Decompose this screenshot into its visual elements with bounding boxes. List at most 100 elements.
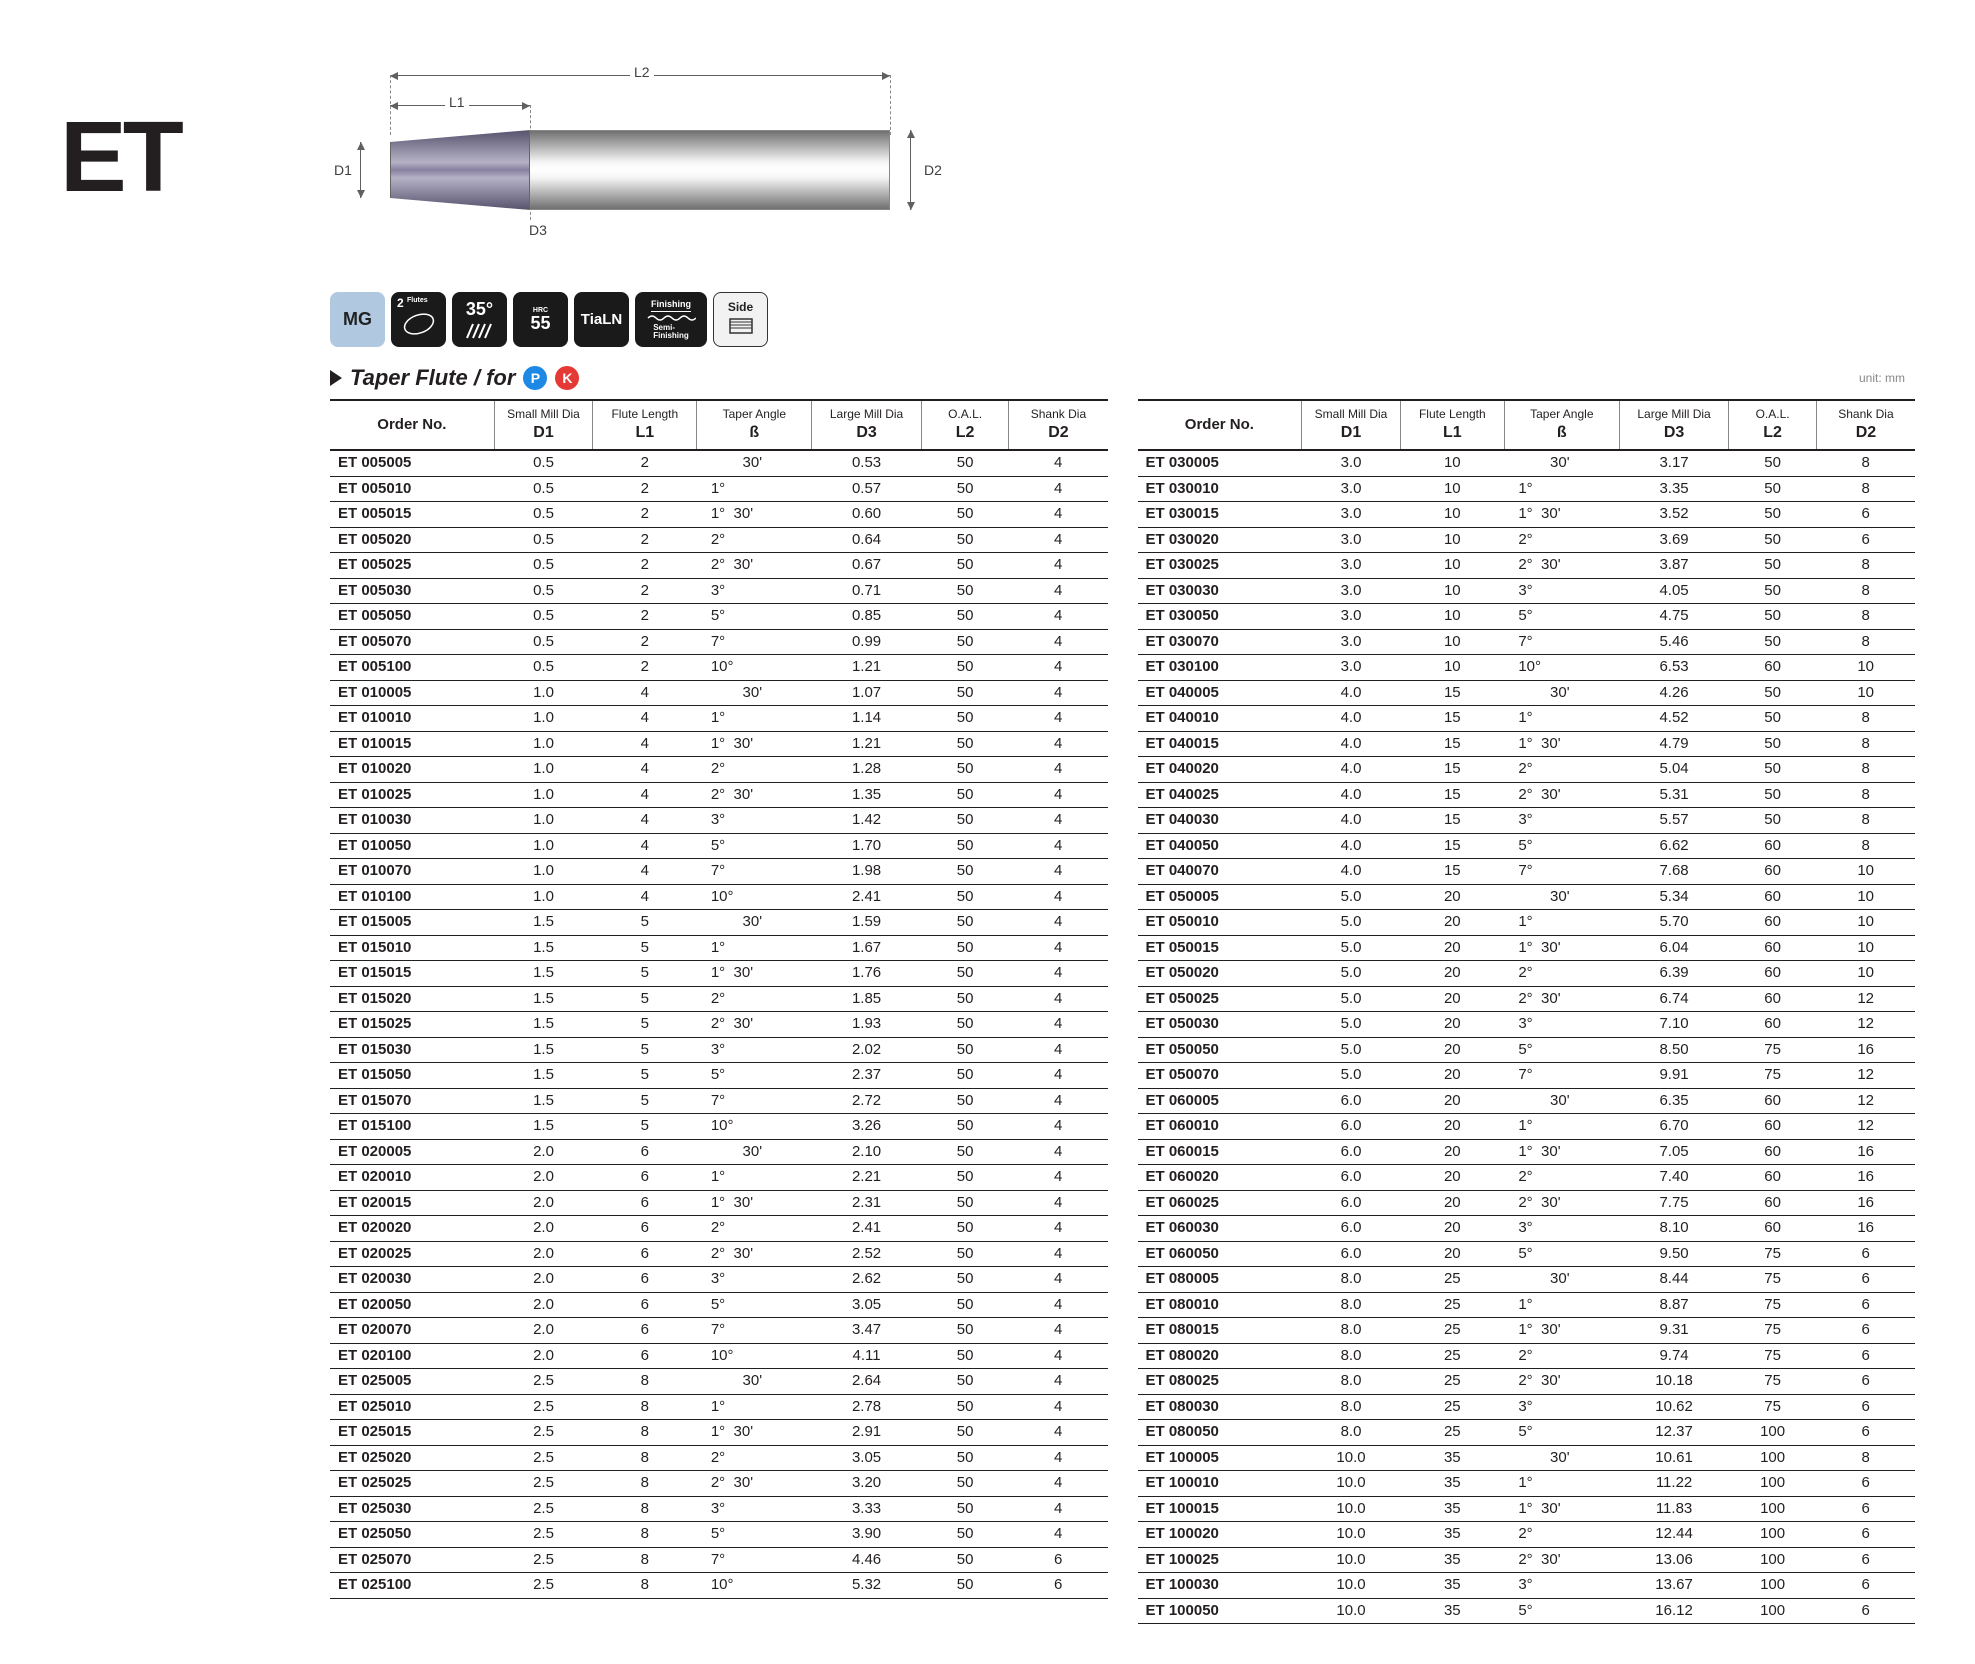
- cell-angle: 1°: [697, 706, 812, 732]
- cell-d2: 6: [1009, 1573, 1108, 1599]
- cell-l2: 50: [921, 1114, 1009, 1140]
- col-order: Order No.: [330, 400, 494, 450]
- cell-angle: 7°: [697, 1088, 812, 1114]
- cell-l1: 10: [1400, 604, 1504, 630]
- cell-d3: 3.47: [812, 1318, 922, 1344]
- cell-d2: 4: [1009, 782, 1108, 808]
- table-row: ET 010010 1.0 4 1° 1.14 50 4: [330, 706, 1108, 732]
- cell-d2: 6: [1816, 1573, 1915, 1599]
- table-row: ET 010050 1.0 4 5° 1.70 50 4: [330, 833, 1108, 859]
- spec-badges: MG 2 Flutes 35° HRC 55 TiaLN Finishing S…: [330, 292, 1915, 347]
- cell-d1: 2.5: [494, 1496, 593, 1522]
- cell-angle: 10°: [697, 1343, 812, 1369]
- cell-d3: 12.37: [1619, 1420, 1729, 1446]
- cell-order: ET 025020: [330, 1445, 494, 1471]
- cell-d3: 0.64: [812, 527, 922, 553]
- cell-order: ET 015010: [330, 935, 494, 961]
- cell-d2: 6: [1816, 1496, 1915, 1522]
- cell-l2: 50: [921, 961, 1009, 987]
- table-header: Order No. Small Mill DiaD1 Flute LengthL…: [330, 400, 1108, 450]
- cell-d3: 8.87: [1619, 1292, 1729, 1318]
- table-row: ET 040020 4.0 15 2° 5.04 50 8: [1138, 757, 1916, 783]
- cell-l1: 15: [1400, 782, 1504, 808]
- cell-l2: 100: [1729, 1496, 1817, 1522]
- cell-order: ET 020015: [330, 1190, 494, 1216]
- cell-d3: 5.57: [1619, 808, 1729, 834]
- cell-order: ET 020030: [330, 1267, 494, 1293]
- cell-d3: 3.90: [812, 1522, 922, 1548]
- cell-angle: 1°: [697, 1394, 812, 1420]
- table-row: ET 040030 4.0 15 3° 5.57 50 8: [1138, 808, 1916, 834]
- cell-d1: 6.0: [1302, 1216, 1401, 1242]
- cell-angle: 2° 30': [697, 553, 812, 579]
- cell-d1: 5.0: [1302, 935, 1401, 961]
- cell-d2: 4: [1009, 1471, 1108, 1497]
- cell-order: ET 050015: [1138, 935, 1302, 961]
- table-row: ET 005100 0.5 2 10° 1.21 50 4: [330, 655, 1108, 681]
- cell-d1: 2.5: [494, 1471, 593, 1497]
- cell-d3: 6.04: [1619, 935, 1729, 961]
- tool-diagram: L2 L1 D1 D2 D3: [310, 40, 1915, 280]
- cell-d3: 4.46: [812, 1547, 922, 1573]
- cell-l2: 60: [1729, 1216, 1817, 1242]
- cell-l1: 20: [1400, 1037, 1504, 1063]
- table-row: ET 060050 6.0 20 5° 9.50 75 6: [1138, 1241, 1916, 1267]
- cell-order: ET 020025: [330, 1241, 494, 1267]
- cell-d3: 0.57: [812, 476, 922, 502]
- cell-l1: 8: [593, 1369, 697, 1395]
- cell-l1: 6: [593, 1292, 697, 1318]
- cell-angle: 1°: [697, 476, 812, 502]
- cell-l1: 35: [1400, 1522, 1504, 1548]
- cell-order: ET 060050: [1138, 1241, 1302, 1267]
- cell-angle: 2°: [697, 1445, 812, 1471]
- cell-l2: 50: [921, 859, 1009, 885]
- table-row: ET 050070 5.0 20 7° 9.91 75 12: [1138, 1063, 1916, 1089]
- cell-d3: 6.39: [1619, 961, 1729, 987]
- cell-d3: 5.31: [1619, 782, 1729, 808]
- cell-order: ET 060015: [1138, 1139, 1302, 1165]
- cell-order: ET 100005: [1138, 1445, 1302, 1471]
- cell-d1: 3.0: [1302, 604, 1401, 630]
- table-row: ET 025050 2.5 8 5° 3.90 50 4: [330, 1522, 1108, 1548]
- cell-angle: 2°: [1504, 1165, 1619, 1191]
- cell-order: ET 010070: [330, 859, 494, 885]
- cell-l2: 50: [1729, 578, 1817, 604]
- cell-d1: 1.5: [494, 910, 593, 936]
- cell-l2: 60: [1729, 1088, 1817, 1114]
- cell-l2: 75: [1729, 1394, 1817, 1420]
- cell-l1: 20: [1400, 1216, 1504, 1242]
- cell-d3: 8.10: [1619, 1216, 1729, 1242]
- cell-angle: 5°: [697, 1063, 812, 1089]
- cell-l1: 6: [593, 1165, 697, 1191]
- cell-d2: 4: [1009, 1165, 1108, 1191]
- table-row: ET 020050 2.0 6 5° 3.05 50 4: [330, 1292, 1108, 1318]
- cell-angle: 7°: [697, 859, 812, 885]
- cell-d3: 10.61: [1619, 1445, 1729, 1471]
- cell-d2: 4: [1009, 629, 1108, 655]
- cell-l1: 4: [593, 731, 697, 757]
- table-row: ET 030020 3.0 10 2° 3.69 50 6: [1138, 527, 1916, 553]
- cell-l2: 50: [921, 1369, 1009, 1395]
- cell-l2: 50: [921, 1241, 1009, 1267]
- table-row: ET 020010 2.0 6 1° 2.21 50 4: [330, 1165, 1108, 1191]
- cell-d3: 2.41: [812, 1216, 922, 1242]
- cell-d3: 3.20: [812, 1471, 922, 1497]
- cell-order: ET 030020: [1138, 527, 1302, 553]
- cell-d3: 4.05: [1619, 578, 1729, 604]
- cell-order: ET 020050: [330, 1292, 494, 1318]
- cell-l1: 2: [593, 578, 697, 604]
- table-row: ET 050015 5.0 20 1° 30' 6.04 60 10: [1138, 935, 1916, 961]
- cell-d3: 3.17: [1619, 450, 1729, 476]
- cell-l1: 5: [593, 1037, 697, 1063]
- cell-l1: 10: [1400, 629, 1504, 655]
- table-row: ET 030100 3.0 10 10° 6.53 60 10: [1138, 655, 1916, 681]
- cell-angle: 30': [1504, 1088, 1619, 1114]
- table-row: ET 100025 10.0 35 2° 30' 13.06 100 6: [1138, 1547, 1916, 1573]
- cell-order: ET 015025: [330, 1012, 494, 1038]
- table-row: ET 010020 1.0 4 2° 1.28 50 4: [330, 757, 1108, 783]
- cell-d3: 2.02: [812, 1037, 922, 1063]
- cell-angle: 7°: [697, 1318, 812, 1344]
- cell-angle: 1° 30': [1504, 731, 1619, 757]
- cell-l2: 75: [1729, 1292, 1817, 1318]
- cell-l1: 6: [593, 1343, 697, 1369]
